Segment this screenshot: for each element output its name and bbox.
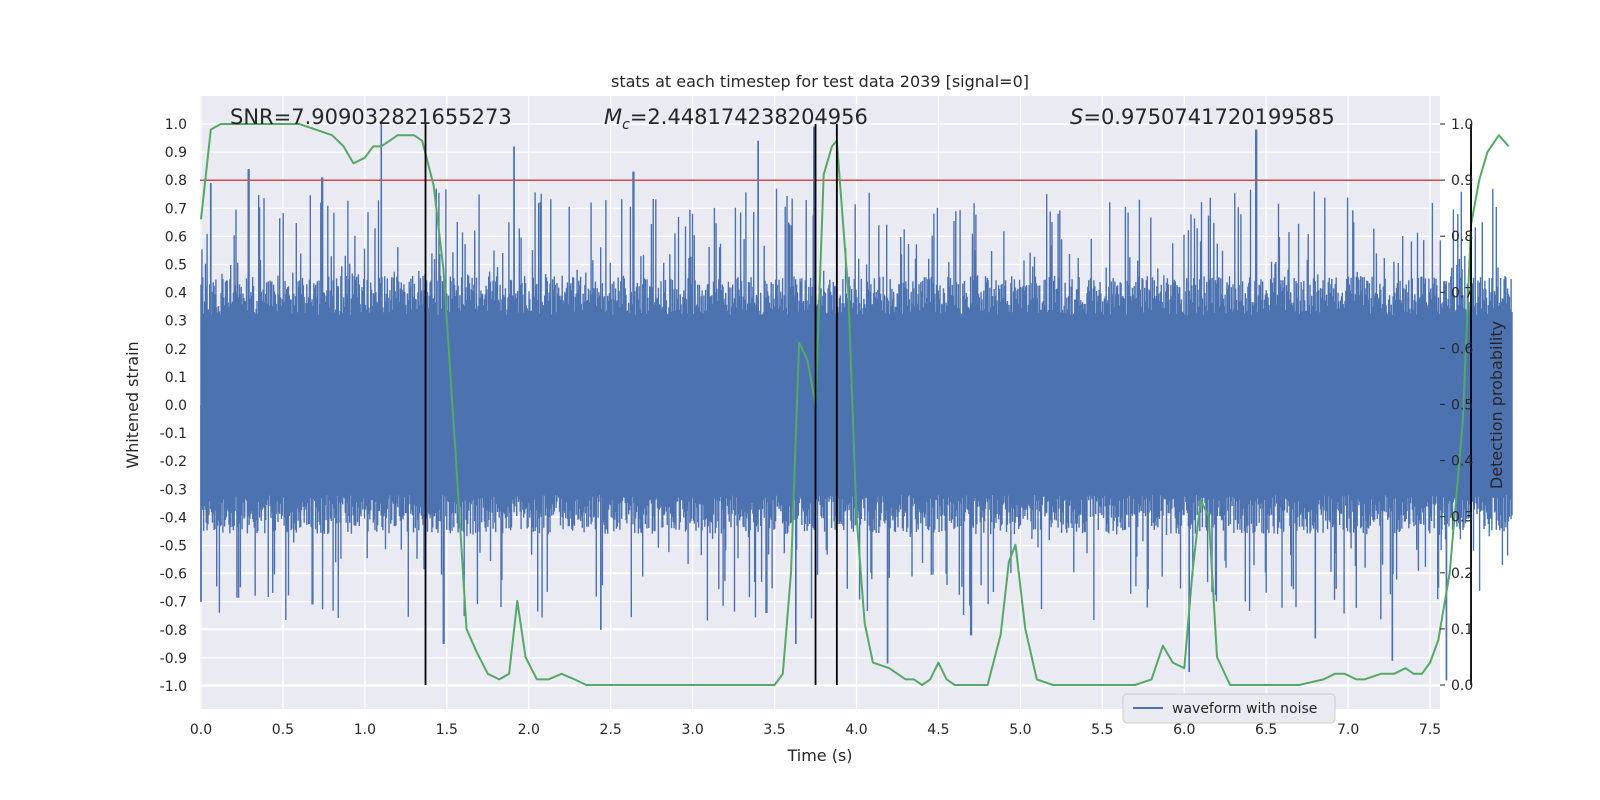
x-tick-label: 3.0 bbox=[681, 722, 703, 738]
y-tick-label: 0.6 bbox=[165, 229, 187, 245]
waveform-series bbox=[200, 124, 1513, 681]
x-tick-label: 6.0 bbox=[1173, 722, 1195, 738]
y-tick-label: -1.0 bbox=[160, 679, 187, 695]
x-axis-label: Time (s) bbox=[786, 746, 852, 765]
y-tick-label: -0.2 bbox=[160, 454, 187, 470]
y2-tick-label: 0.3 bbox=[1451, 510, 1473, 526]
y2-tick-label: 0.0 bbox=[1451, 678, 1473, 694]
x-tick-label: 2.0 bbox=[518, 722, 540, 738]
y2-tick-label: 0.2 bbox=[1451, 566, 1473, 582]
x-tick-label: 5.5 bbox=[1091, 722, 1113, 738]
y-tick-label: 0.2 bbox=[165, 342, 187, 358]
mc-value: =2.448174238204956 bbox=[630, 105, 868, 129]
y-tick-label: 0.9 bbox=[165, 145, 187, 161]
y-tick-label: 0.0 bbox=[165, 398, 187, 414]
mc-symbol: M bbox=[604, 105, 622, 129]
y-tick-label: 0.5 bbox=[165, 258, 187, 274]
y2-axis-label: Detection probability bbox=[1487, 321, 1506, 489]
score-annotation: S=0.9750741720199585 bbox=[1070, 105, 1335, 129]
probability-series bbox=[200, 123, 1510, 686]
y2-tick-label: 0.6 bbox=[1451, 341, 1473, 357]
event-markers bbox=[424, 124, 1472, 685]
x-tick-label: 1.5 bbox=[436, 722, 458, 738]
mc-subscript: c bbox=[622, 117, 630, 133]
legend: waveform with noise bbox=[1122, 693, 1336, 724]
y2-tick-label: 0.4 bbox=[1451, 454, 1473, 470]
y2-tick-label: 0.9 bbox=[1451, 173, 1473, 189]
y-tick-label: -0.1 bbox=[160, 426, 187, 442]
s-symbol: S bbox=[1070, 105, 1083, 129]
x-tick-label: 6.5 bbox=[1255, 722, 1277, 738]
x-tick-label: 1.0 bbox=[354, 722, 376, 738]
legend-label: waveform with noise bbox=[1172, 701, 1317, 717]
x-tick-label: 5.0 bbox=[1009, 722, 1031, 738]
y-tick-label: 1.0 bbox=[165, 117, 187, 133]
y-tick-label: -0.9 bbox=[160, 651, 187, 667]
x-tick-label: 3.5 bbox=[763, 722, 785, 738]
chirp-mass-annotation: Mc=2.448174238204956 bbox=[604, 105, 868, 133]
y-tick-label: -0.5 bbox=[160, 539, 187, 555]
y-tick-label: -0.6 bbox=[160, 567, 187, 583]
y-tick-label: -0.7 bbox=[160, 595, 187, 611]
y-tick-label: -0.3 bbox=[160, 482, 187, 498]
y2-tick-label: 0.7 bbox=[1451, 285, 1473, 301]
x-tick-label: 0.5 bbox=[272, 722, 294, 738]
s-value: =0.9750741720199585 bbox=[1083, 105, 1334, 129]
probability-line bbox=[200, 123, 1510, 686]
y-tick-label: -0.8 bbox=[160, 623, 187, 639]
x-tick-label: 4.0 bbox=[845, 722, 867, 738]
y-axis-label: Whitened strain bbox=[123, 341, 142, 468]
y2-tick-label: 0.1 bbox=[1451, 622, 1473, 638]
y2-tick-label: 1.0 bbox=[1451, 117, 1473, 133]
y2-tick-label: 0.5 bbox=[1451, 398, 1473, 414]
snr-annotation: SNR=7.909032821655273 bbox=[230, 105, 512, 129]
x-tick-label: 7.5 bbox=[1419, 722, 1441, 738]
y2-tick-label: 0.8 bbox=[1451, 229, 1473, 245]
legend-box bbox=[1122, 693, 1336, 724]
y-tick-label: 0.7 bbox=[165, 201, 187, 217]
x-tick-label: 4.5 bbox=[927, 722, 949, 738]
tick-labels: 0.0 0.5 1.0 1.5 2.0 2.5 3.0 3.5 4.0 4.5 5.0 5.5 6.0 6… bbox=[160, 117, 1474, 738]
y-tick-label: 0.4 bbox=[165, 286, 187, 302]
y-tick-label: 0.3 bbox=[165, 314, 187, 330]
y-tick-label: -0.4 bbox=[160, 510, 187, 526]
chart-title: stats at each timestep for test data 203… bbox=[611, 72, 1029, 91]
x-tick-label: 2.5 bbox=[600, 722, 622, 738]
y-tick-label: 0.1 bbox=[165, 370, 187, 386]
y-tick-label: 0.8 bbox=[165, 173, 187, 189]
x-tick-label: 0.0 bbox=[190, 722, 212, 738]
x-tick-label: 7.0 bbox=[1337, 722, 1359, 738]
